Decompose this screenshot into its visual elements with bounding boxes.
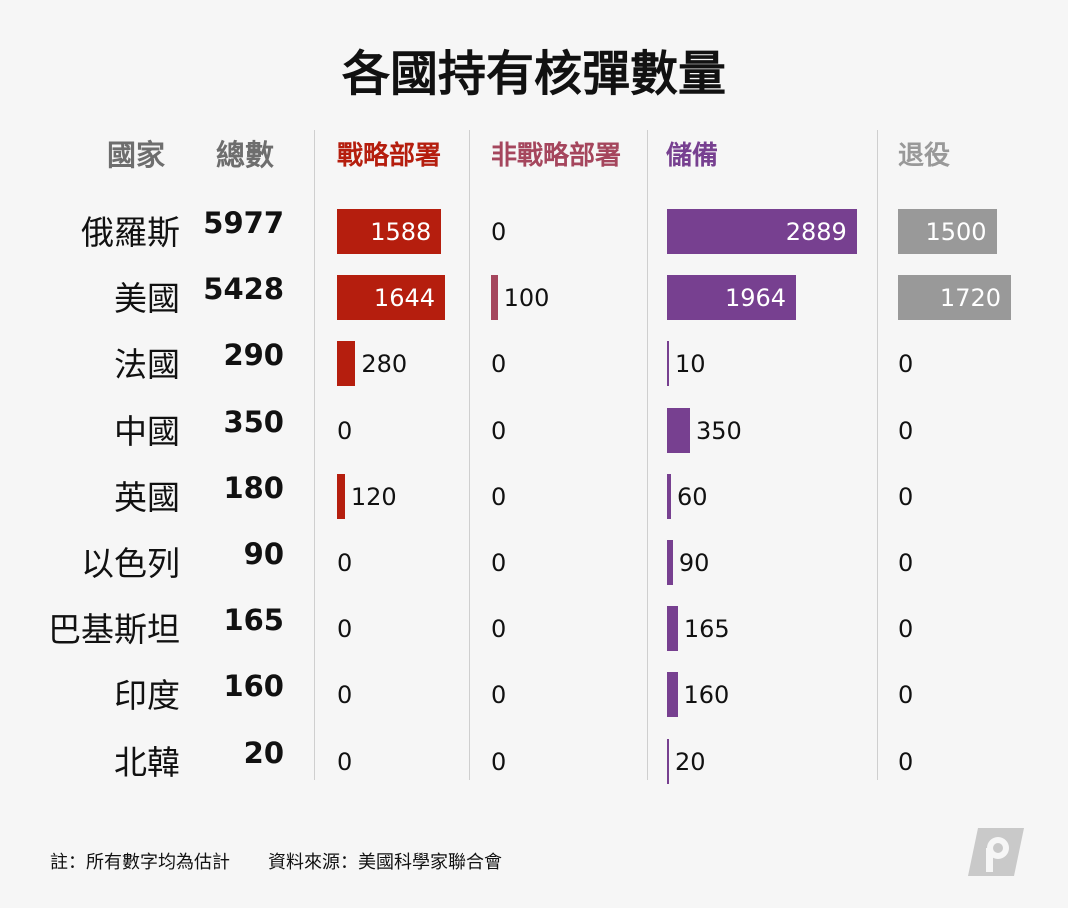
retired-value-label: 0 [898, 747, 914, 776]
reserve-value-label: 350 [695, 416, 742, 445]
total-label: 350 [223, 404, 284, 439]
country-label: 中國 [114, 411, 180, 451]
header-nonstrategic: 非戰略部署 [491, 141, 622, 171]
country-label: 俄羅斯 [81, 213, 180, 252]
column-divider [314, 130, 315, 780]
table-row: 法國 290 280 0 10 0 [0, 328, 1068, 394]
reserve-bar [667, 473, 671, 519]
strategic-bar [337, 341, 356, 387]
country-label: 印度 [114, 676, 180, 716]
reserve-value-label: 165 [683, 615, 730, 644]
reserve-value-label: 2889 [785, 218, 847, 246]
header-retired: 退役 [898, 141, 951, 171]
reserve-bar [667, 407, 690, 453]
total-label: 90 [243, 537, 284, 571]
retired-bar [898, 275, 1011, 321]
nonstrategic-value-label: 0 [491, 615, 507, 644]
country-label: 英國 [114, 477, 180, 517]
nonstrategic-value-label: 100 [503, 284, 550, 313]
reserve-value-label: 10 [675, 350, 706, 379]
total-label: 5428 [203, 272, 284, 307]
strategic-value-label: 0 [337, 549, 353, 577]
retired-value-label: 0 [898, 681, 914, 710]
table-row: 俄羅斯 5977 1588 0 2889 1500 [0, 196, 1068, 262]
total-label: 290 [223, 338, 284, 373]
table-row: 英國 180 120 0 60 0 [0, 461, 1068, 527]
country-label: 法國 [114, 345, 180, 385]
reserve-value-label: 60 [676, 482, 708, 511]
table-row: 北韓 20 0 0 20 0 [0, 726, 1068, 792]
retired-value-label: 0 [898, 549, 914, 577]
header-country: 國家 [107, 138, 166, 172]
country-label: 巴基斯坦 [48, 610, 180, 650]
strategic-value-label: 0 [337, 681, 353, 710]
retired-value-label: 0 [898, 482, 914, 511]
strategic-value-label: 1588 [370, 218, 432, 246]
nonstrategic-value-label: 0 [491, 350, 507, 379]
reserve-value-label: 20 [675, 747, 706, 776]
country-label: 以色列 [81, 544, 180, 583]
header-strategic: 戰略部署 [337, 141, 442, 171]
reserve-bar [667, 540, 673, 585]
retired-value-label: 0 [898, 615, 914, 644]
table-row: 美國 5428 1644 100 1964 1720 [0, 262, 1068, 328]
nonstrategic-value-label: 0 [491, 549, 507, 577]
total-label: 20 [243, 735, 284, 770]
reserve-value-label: 90 [678, 549, 710, 577]
reserve-bar [667, 341, 669, 387]
country-label: 美國 [114, 279, 180, 319]
strategic-bar [337, 275, 445, 321]
reserve-bar [667, 275, 796, 321]
p-logo-icon [966, 826, 1026, 882]
retired-value-label: 0 [898, 350, 914, 379]
source-note: 資料來源：美國科學家聯合會 [268, 852, 502, 873]
table-row: 中國 350 0 0 350 0 [0, 395, 1068, 461]
nonstrategic-value-label: 0 [491, 218, 507, 246]
nonstrategic-value-label: 0 [491, 416, 507, 445]
retired-value-label: 1720 [939, 284, 1001, 313]
footnote: 註：所有數字均為估計 [50, 852, 230, 873]
nonstrategic-bar [491, 275, 498, 321]
reserve-value-label: 160 [683, 681, 730, 710]
nonstrategic-value-label: 0 [491, 681, 507, 710]
retired-value-label: 0 [898, 416, 914, 445]
chart-title: 各國持有核彈數量 [341, 46, 726, 102]
retired-value-label: 1500 [925, 218, 987, 246]
column-divider [877, 130, 878, 780]
strategic-value-label: 0 [337, 416, 353, 445]
strategic-value-label: 0 [337, 615, 353, 644]
total-label: 180 [223, 470, 284, 505]
strategic-value-label: 120 [350, 482, 397, 511]
table-row: 以色列 90 0 0 90 0 [0, 527, 1068, 593]
retired-bar [898, 209, 997, 254]
nonstrategic-value-label: 0 [491, 482, 507, 511]
table-row: 巴基斯坦 165 0 0 165 0 [0, 593, 1068, 659]
header-total: 總數 [216, 138, 275, 172]
strategic-bar [337, 473, 345, 519]
reserve-bar [667, 606, 678, 652]
table-row: 印度 160 0 0 160 0 [0, 659, 1068, 725]
reserve-bar [667, 738, 669, 784]
reserve-bar [667, 672, 678, 718]
nonstrategic-value-label: 0 [491, 747, 507, 776]
strategic-value-label: 280 [361, 350, 408, 379]
strategic-bar [337, 209, 442, 254]
strategic-value-label: 1644 [373, 284, 435, 313]
country-label: 北韓 [114, 742, 180, 782]
reserve-value-label: 1964 [724, 284, 787, 313]
reserve-bar [667, 209, 857, 254]
column-divider [647, 130, 648, 780]
strategic-value-label: 0 [337, 747, 353, 776]
header-reserve: 儲備 [666, 141, 719, 171]
column-divider [469, 130, 470, 780]
total-label: 160 [223, 669, 284, 704]
total-label: 165 [223, 603, 284, 638]
total-label: 5977 [203, 206, 284, 240]
